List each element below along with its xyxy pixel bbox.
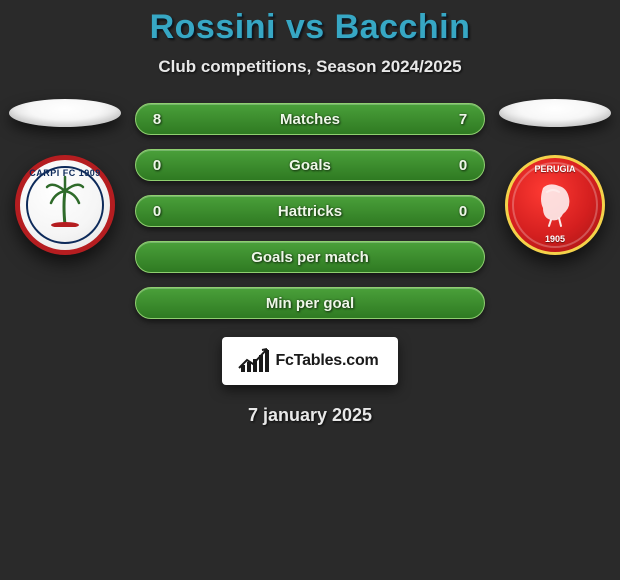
stat-right-value: 7 <box>456 111 470 128</box>
stat-label: Min per goal <box>164 295 456 312</box>
stat-left-value: 0 <box>150 157 164 174</box>
palm-tree-icon <box>45 175 85 227</box>
stat-row-goals: 0 Goals 0 <box>135 149 485 181</box>
stat-label: Matches <box>164 111 456 128</box>
right-crest-label-top: PERUGIA <box>508 164 602 174</box>
bar-chart-icon <box>241 350 269 372</box>
left-team-chip <box>9 99 121 127</box>
stat-bars: 8 Matches 7 0 Goals 0 0 Hattricks 0 Goal… <box>135 99 485 319</box>
stat-label: Goals per match <box>164 249 456 266</box>
right-team-chip <box>499 99 611 127</box>
right-team-column: PERUGIA 1905 <box>495 99 615 255</box>
stat-right-value: 0 <box>456 157 470 174</box>
griffin-icon <box>529 178 581 230</box>
stat-label: Hattricks <box>164 203 456 220</box>
brand-badge[interactable]: FcTables.com <box>222 337 398 385</box>
left-team-column: CARPI FC 1909 <box>5 99 125 255</box>
page-title: Rossini vs Bacchin <box>0 8 620 47</box>
stat-right-value: 0 <box>456 203 470 220</box>
left-team-crest[interactable]: CARPI FC 1909 <box>15 155 115 255</box>
date-label: 7 january 2025 <box>0 405 620 426</box>
stat-label: Goals <box>164 157 456 174</box>
stat-left-value: 8 <box>150 111 164 128</box>
stat-row-matches: 8 Matches 7 <box>135 103 485 135</box>
comparison-card: Rossini vs Bacchin Club competitions, Se… <box>0 0 620 426</box>
brand-text: FcTables.com <box>275 352 378 370</box>
trend-line-icon <box>237 346 271 372</box>
stat-row-gpm: Goals per match <box>135 241 485 273</box>
stat-left-value: 0 <box>150 203 164 220</box>
stat-row-mpg: Min per goal <box>135 287 485 319</box>
right-crest-label-bottom: 1905 <box>508 234 602 244</box>
subtitle: Club competitions, Season 2024/2025 <box>0 57 620 77</box>
right-team-crest[interactable]: PERUGIA 1905 <box>505 155 605 255</box>
main-layout: CARPI FC 1909 8 Matches 7 0 Goals 0 0 <box>0 99 620 319</box>
stat-row-hattricks: 0 Hattricks 0 <box>135 195 485 227</box>
